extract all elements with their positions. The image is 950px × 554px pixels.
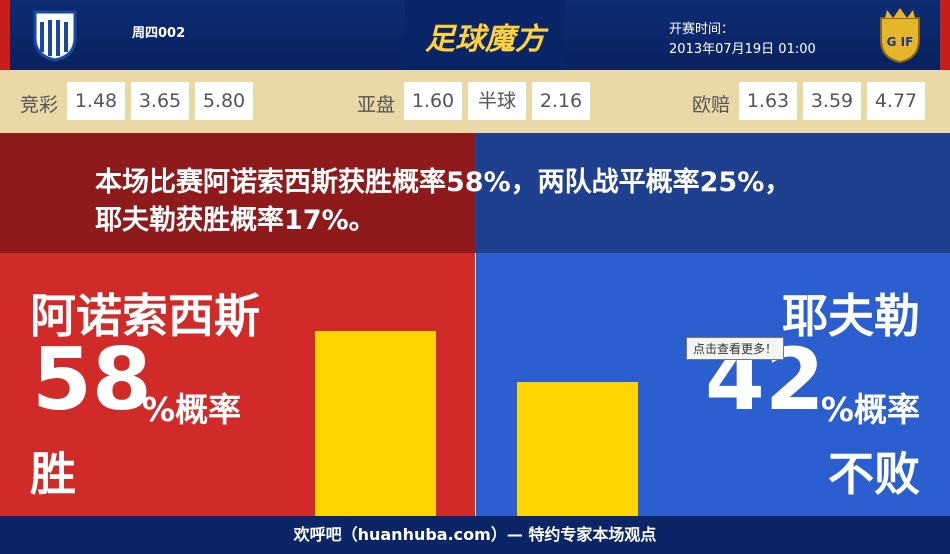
- match-id: 周四002: [132, 26, 186, 41]
- odds-label: 欧赔: [692, 94, 731, 116]
- odds-value: 1.63: [739, 82, 797, 120]
- home-percent: 58: [32, 330, 152, 430]
- odds-value: 1.60: [404, 82, 462, 120]
- match-time: 2013年07月19日 01:00: [669, 42, 816, 57]
- header: 周四002 足球魔方 开赛时间： 2013年07月19日 01:00 G IF: [0, 0, 950, 70]
- odds-value: 2.16: [532, 82, 590, 120]
- odds-value: 4.77: [867, 82, 925, 120]
- away-bar: [517, 382, 638, 516]
- away-name: 耶夫勒: [782, 289, 920, 343]
- footer: 欢呼吧（huanhuba.com）— 特约专家本场观点: [0, 516, 950, 554]
- home-logo: [33, 10, 77, 62]
- home-name: 阿诺索西斯: [30, 289, 260, 343]
- home-bar: [315, 330, 436, 516]
- odds-label: 竞彩: [20, 94, 59, 116]
- odds-value: 半球: [468, 82, 526, 120]
- time-label: 开赛时间：: [669, 22, 735, 37]
- home-unit: %概率: [142, 390, 242, 429]
- svg-text:G IF: G IF: [887, 35, 914, 49]
- away-unit: %概率: [820, 390, 920, 429]
- home-result: 胜: [30, 447, 76, 501]
- tooltip[interactable]: 点击查看更多！: [686, 337, 785, 360]
- away-logo: G IF: [880, 8, 920, 64]
- odds-row: 竞彩 1.48 3.65 5.80 亚盘 1.60 半球 2.16 欧赔 1.63 3.59 4.77: [0, 70, 950, 133]
- odds-value: 1.48: [67, 82, 125, 120]
- summary-line: 耶夫勒获胜概率17%。: [95, 205, 376, 236]
- away-result: 不败: [828, 447, 920, 501]
- odds-value: 3.59: [803, 82, 861, 120]
- brand-logo: 足球魔方: [425, 22, 545, 57]
- odds-label: 亚盘: [357, 94, 396, 116]
- odds-value: 3.65: [131, 82, 189, 120]
- summary-line: 本场比赛阿诺索西斯获胜概率58%，两队战平概率25%，: [95, 167, 792, 198]
- odds-value: 5.80: [195, 82, 253, 120]
